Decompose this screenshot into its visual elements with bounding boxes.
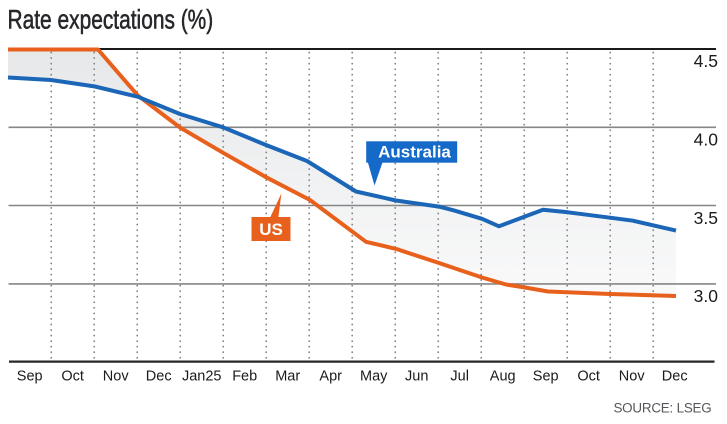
svg-text:Jan25: Jan25 [182, 368, 222, 384]
svg-text:Sep: Sep [17, 368, 43, 384]
svg-text:Aug: Aug [490, 368, 516, 384]
svg-text:Apr: Apr [319, 368, 342, 384]
svg-text:US: US [259, 220, 283, 239]
svg-text:3.5: 3.5 [694, 208, 718, 228]
svg-text:Australia: Australia [378, 143, 451, 162]
svg-text:Nov: Nov [619, 368, 646, 384]
svg-text:Oct: Oct [61, 368, 84, 384]
svg-text:4.0: 4.0 [694, 130, 719, 150]
svg-text:Dec: Dec [146, 368, 172, 384]
svg-text:May: May [360, 368, 388, 384]
svg-text:Sep: Sep [533, 368, 559, 384]
svg-text:3.0: 3.0 [694, 286, 719, 306]
svg-text:Dec: Dec [662, 368, 688, 384]
svg-text:Mar: Mar [275, 368, 300, 384]
svg-text:Jun: Jun [405, 368, 428, 384]
svg-text:Nov: Nov [103, 368, 130, 384]
svg-text:Rate expectations (%): Rate expectations (%) [8, 5, 214, 35]
svg-text:Feb: Feb [232, 368, 257, 384]
svg-text:Jul: Jul [450, 368, 469, 384]
svg-text:4.5: 4.5 [694, 51, 718, 71]
svg-text:SOURCE: LSEG: SOURCE: LSEG [613, 401, 711, 416]
svg-text:Oct: Oct [577, 368, 600, 384]
